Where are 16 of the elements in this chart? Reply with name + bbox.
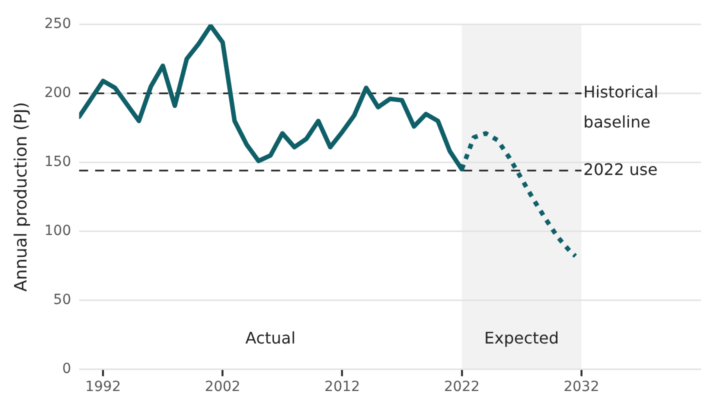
band-label: Expected [484,328,559,348]
y-tick-label: 250 [44,16,72,32]
y-tick-label: 50 [53,292,72,308]
y-tick-label: 100 [44,222,72,239]
x-tick-label: 2002 [204,379,240,396]
x-tick-label: 1992 [85,379,121,396]
x-tick-label: 2012 [324,379,360,396]
y-tick-label: 150 [44,154,72,170]
annotation: Actual [245,328,296,348]
x-tick-label: 2032 [564,379,600,396]
y-tick-label: 200 [44,85,72,101]
ref-line-label: 2022 use [583,160,658,179]
ref-line-label: Historical baseline [583,82,658,132]
y-tick-label: 0 [62,360,72,377]
x-tick-label: 2022 [444,379,480,396]
y-axis-title: Annual production (PJ) [12,102,32,292]
